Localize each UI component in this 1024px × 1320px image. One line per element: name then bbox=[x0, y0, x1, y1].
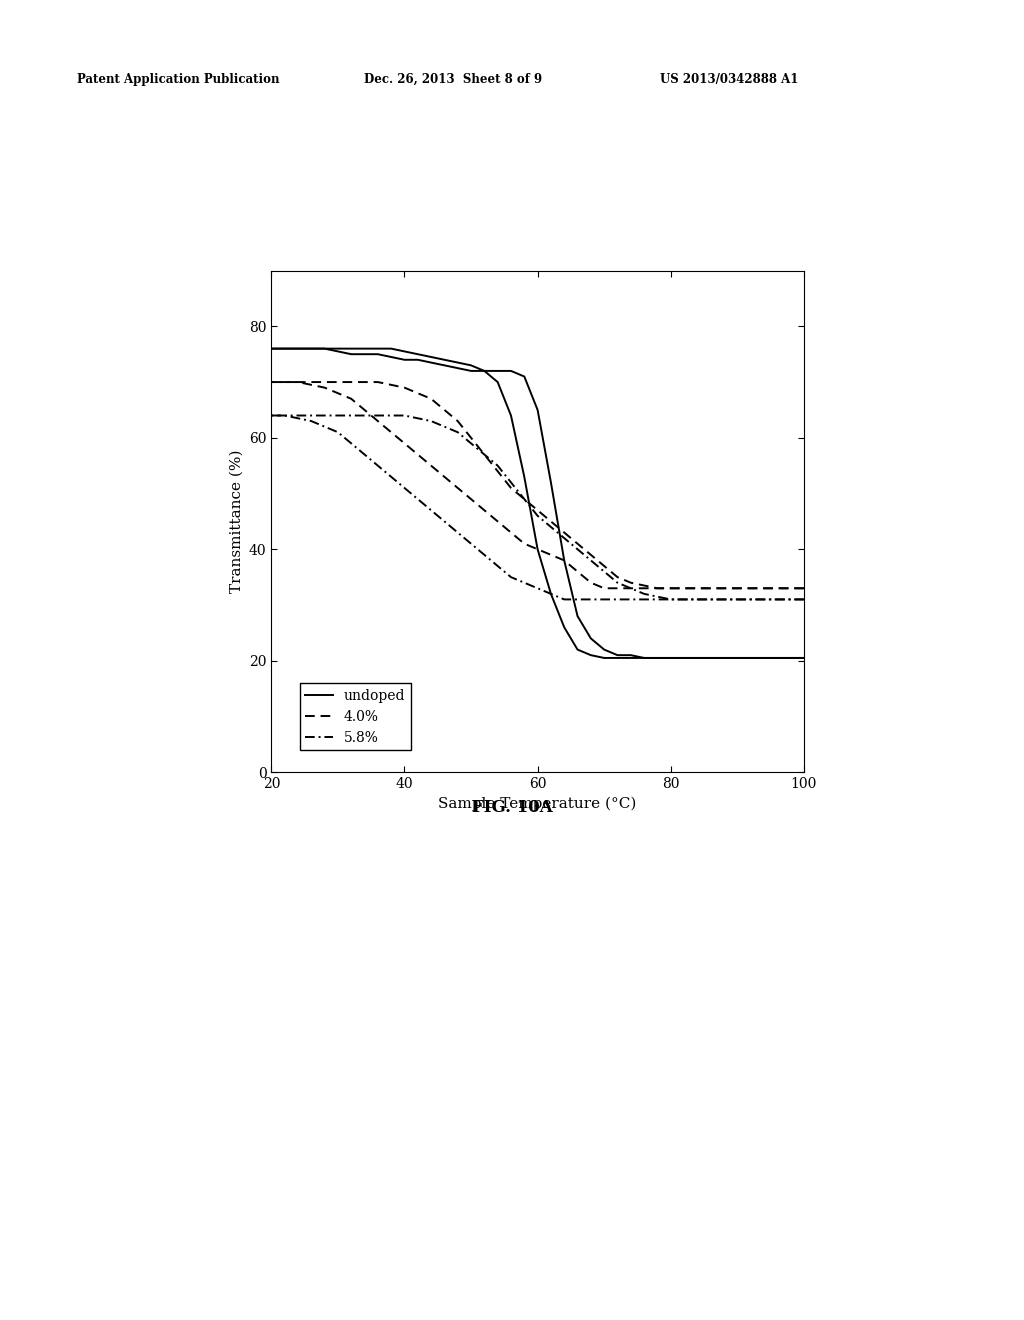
X-axis label: Sample Temperature (°C): Sample Temperature (°C) bbox=[438, 796, 637, 810]
Text: Patent Application Publication: Patent Application Publication bbox=[77, 73, 280, 86]
Legend: undoped, 4.0%, 5.8%: undoped, 4.0%, 5.8% bbox=[300, 684, 411, 750]
Text: FIG. 10A: FIG. 10A bbox=[472, 799, 552, 816]
Text: US 2013/0342888 A1: US 2013/0342888 A1 bbox=[660, 73, 799, 86]
Y-axis label: Transmittance (%): Transmittance (%) bbox=[229, 450, 244, 593]
Text: Dec. 26, 2013  Sheet 8 of 9: Dec. 26, 2013 Sheet 8 of 9 bbox=[364, 73, 542, 86]
